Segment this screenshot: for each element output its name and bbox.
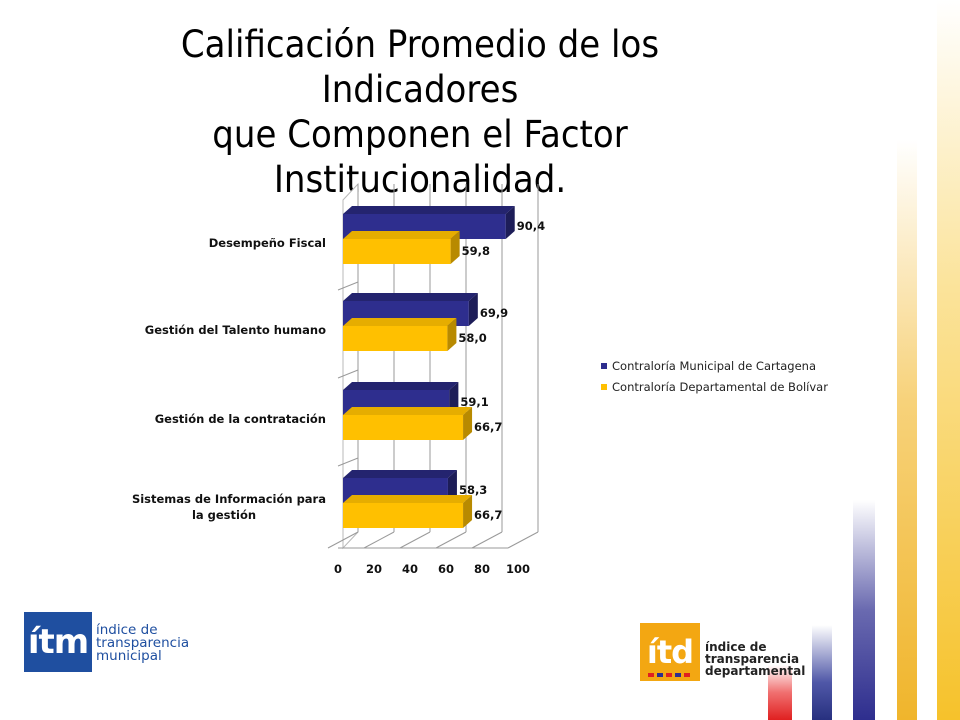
data-label: 58,0 (458, 331, 486, 345)
data-label: 59,8 (462, 244, 490, 258)
bar-top-face (343, 206, 515, 214)
floor-gridline (327, 531, 359, 549)
itm-logo-text: índice de transparencia municipal (96, 622, 190, 664)
bar-side-face (447, 470, 457, 503)
bar-side-face (463, 495, 473, 528)
decorative-stripe-gold (897, 140, 917, 720)
slide-title: Calificación Promedio de los Indicadores… (89, 22, 751, 202)
category-separator (337, 281, 359, 291)
floor-gridline (507, 531, 539, 549)
category-label: Gestión de la contratación (155, 412, 326, 426)
legend-label-bolivar: Contraloría Departamental de Bolívar (612, 379, 828, 394)
legend-item-cartagena: Contraloría Municipal de Cartagena (601, 355, 828, 376)
data-label: 66,7 (474, 420, 502, 434)
chart-legend: Contraloría Municipal de Cartagena Contr… (601, 355, 828, 397)
title-line-2: que Componen el Factor (212, 113, 628, 156)
bar-top-face (343, 382, 459, 390)
bar (343, 326, 448, 351)
itd-logo-mark: ítd (640, 623, 700, 681)
data-label: 59,1 (460, 395, 488, 409)
category-label: Desempeño Fiscal (209, 236, 326, 250)
data-label: 69,9 (480, 306, 508, 320)
floor-gridline (471, 531, 503, 549)
title-line-3: Institucionalidad. (273, 158, 567, 201)
x-tick-label: 100 (506, 562, 530, 576)
itd-logo-text: índice de transparencia departamental (705, 640, 806, 678)
floor-gridline (399, 531, 431, 549)
data-label: 66,7 (474, 508, 502, 522)
data-label: 90,4 (517, 219, 545, 233)
itm-logo-mark: ítm (24, 612, 92, 672)
bar (343, 503, 464, 528)
category-label: Gestión del Talento humano (145, 323, 326, 337)
itm-logo: ítm índice de transparencia municipal (24, 612, 214, 674)
legend-label-cartagena: Contraloría Municipal de Cartagena (612, 358, 817, 373)
bar-top-face (343, 407, 473, 415)
legend-swatch-cartagena (601, 362, 607, 369)
bar-side-face (447, 318, 457, 351)
bar (343, 415, 464, 440)
category-label: Sistemas de Información para (132, 492, 326, 506)
x-tick-label: 0 (334, 562, 342, 576)
bar-top-face (343, 495, 473, 503)
title-line-1: Calificación Promedio de los Indicadores (180, 23, 660, 111)
decorative-stripe-blue (812, 625, 832, 720)
bar-top-face (343, 318, 457, 326)
bar-top-face (343, 470, 457, 478)
bar-side-face (505, 206, 515, 239)
decorative-stripe-navy (853, 500, 875, 720)
itd-logo: ítd índice de transparencia departamental (640, 623, 805, 683)
decorative-stripe-red (768, 665, 792, 720)
floor-gridline (363, 531, 395, 549)
x-tick-label: 40 (402, 562, 418, 576)
bar-top-face (343, 293, 478, 301)
legend-item-bolivar: Contraloría Departamental de Bolívar (601, 376, 828, 397)
category-separator (337, 457, 359, 467)
bar-side-face (450, 231, 460, 264)
data-label: 58,3 (459, 483, 487, 497)
category-separator (337, 369, 359, 379)
itd-logo-dots (648, 673, 690, 677)
x-tick-label: 20 (366, 562, 382, 576)
decorative-stripe-yellow (937, 0, 960, 720)
bar (343, 239, 451, 264)
x-tick-label: 80 (474, 562, 490, 576)
x-tick-label: 60 (438, 562, 454, 576)
bar-side-face (468, 293, 478, 326)
bar-side-face (463, 407, 473, 440)
category-label: la gestión (192, 508, 256, 522)
bar-top-face (343, 231, 460, 239)
legend-swatch-bolivar (601, 383, 607, 390)
floor-gridline (435, 531, 467, 549)
bar-side-face (449, 382, 459, 415)
